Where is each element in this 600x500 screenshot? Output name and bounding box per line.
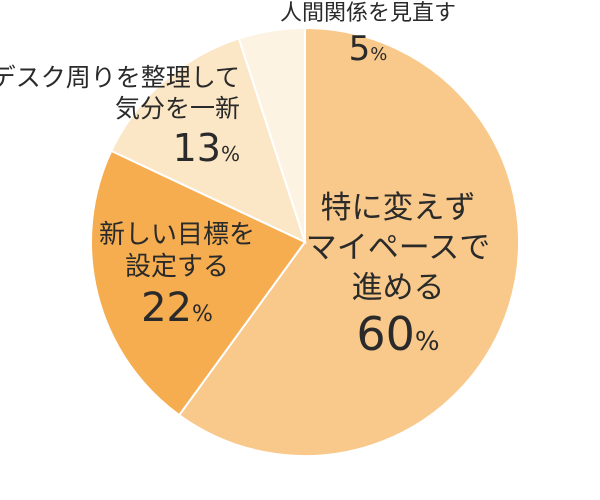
slice-label-line: 設定する: [125, 252, 229, 282]
slice-percent: 5%: [349, 29, 388, 69]
slice-label-line: 進める: [352, 270, 445, 306]
slice-percent: 22%: [141, 285, 213, 331]
slice-label-line: マイペースで: [306, 230, 490, 266]
slice-label-line: 人間関係を見直す: [280, 1, 456, 26]
slice-label-line: デスク周りを整理して: [0, 63, 240, 92]
slice-label-3: 人間関係を見直す 5%: [280, 1, 456, 69]
pie-slice-0: [177, 26, 520, 457]
slice-label-line: 新しい目標を: [99, 220, 255, 250]
pie-slice-3: [237, 26, 306, 243]
slice-percent: 60%: [356, 307, 439, 361]
slice-percent: 13%: [173, 126, 240, 170]
pie-slices: [90, 26, 520, 457]
pie-slice-2: [110, 37, 307, 244]
slice-label-line: 気分を一新: [115, 94, 240, 123]
slice-label-line: 特に変えず: [321, 190, 476, 226]
